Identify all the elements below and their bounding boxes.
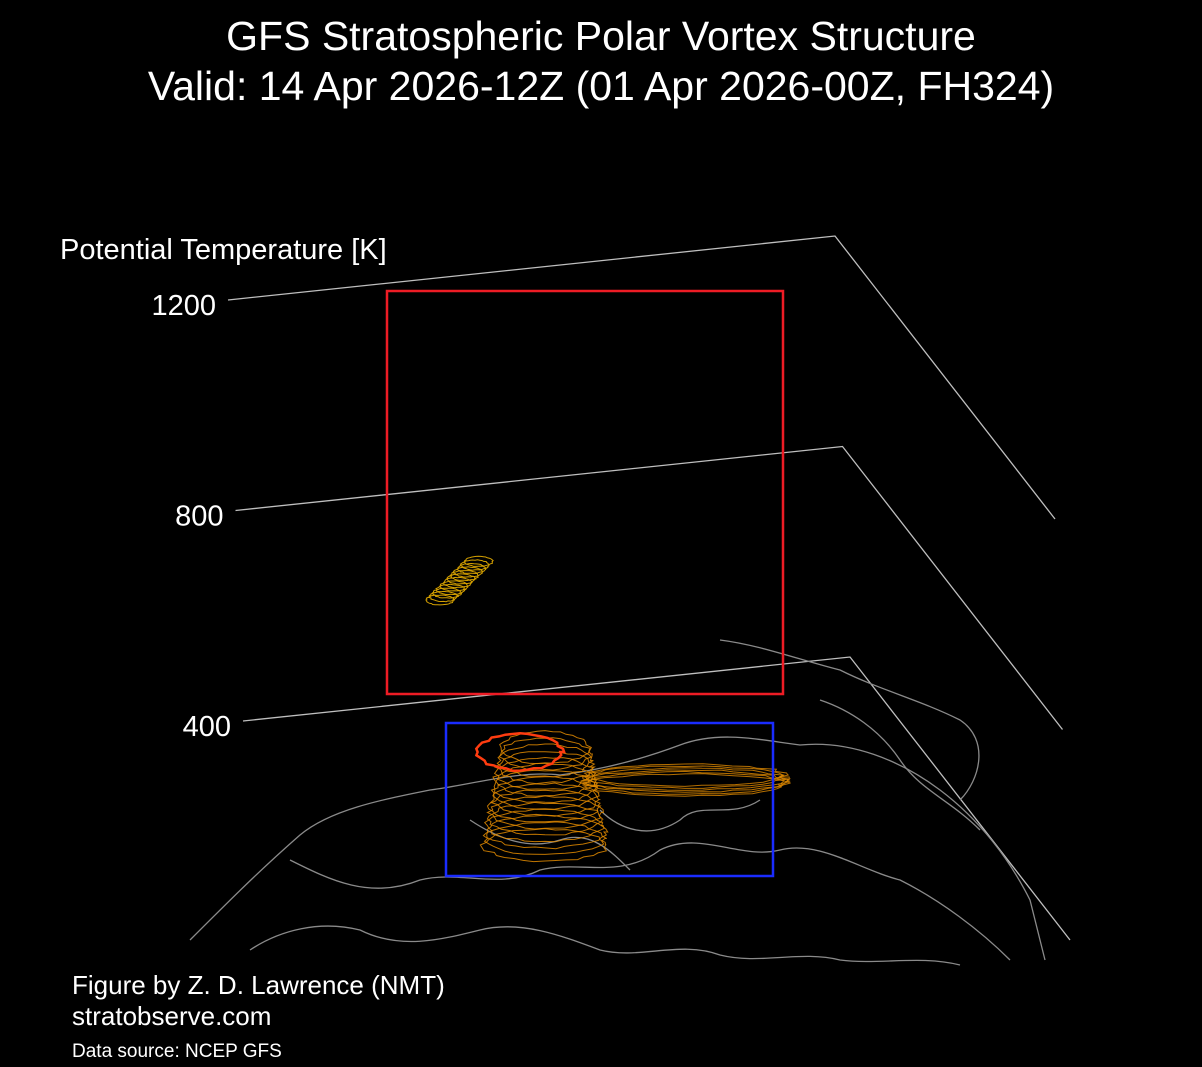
- upper-highlight-box: [385, 289, 785, 696]
- vortex-arm-contour: [581, 767, 791, 791]
- vortex-contour: [499, 730, 592, 765]
- fragment-contour: [443, 576, 473, 589]
- upper-vortex-fragment: [425, 555, 494, 606]
- vortex-top-contour: [474, 731, 566, 772]
- fragment-contour: [456, 562, 487, 575]
- vortex-contour: [482, 821, 607, 855]
- coastlines: [189, 639, 1046, 966]
- vortex-arm-contour: [583, 763, 789, 787]
- fragment-contour: [459, 559, 490, 571]
- chart-title-line2: Valid: 14 Apr 2026-12Z (01 Apr 2026-00Z,…: [147, 63, 1055, 109]
- isentropic-plane-1200: [227, 235, 1056, 520]
- vortex-contour: [486, 814, 609, 850]
- vortex-contour: [483, 808, 605, 843]
- vortex-contour: [493, 769, 599, 804]
- vortex-contour: [489, 782, 602, 817]
- fragment-contour: [449, 570, 480, 582]
- fragment-contour: [452, 566, 484, 578]
- vortex-arm-contour: [582, 773, 786, 797]
- z-axis-label: Potential Temperature [K]: [60, 234, 387, 266]
- vortex-contour: [486, 789, 602, 823]
- z-tick-label: 1200: [151, 290, 216, 322]
- vortex-contour: [486, 801, 604, 836]
- fragment-contour: [435, 583, 467, 596]
- fragment-contour: [428, 590, 459, 603]
- fragment-contour: [464, 555, 494, 567]
- z-tick-label: 400: [183, 711, 231, 743]
- chart-title-line1: GFS Stratospheric Polar Vortex Structure: [226, 13, 976, 59]
- isentropic-plane-400: [242, 656, 1071, 941]
- lower-highlight-box: [444, 721, 775, 878]
- data-source: Data source: NCEP GFS: [72, 1041, 282, 1062]
- vortex-arm-contour: [580, 769, 791, 793]
- fragment-contour: [446, 573, 477, 585]
- vortex-contour: [479, 828, 608, 863]
- vortex-contour: [493, 756, 597, 790]
- vortex-arm-contour: [580, 770, 791, 795]
- fragment-contour: [431, 587, 463, 599]
- figure-credit: Figure by Z. D. Lawrence (NMT): [72, 970, 445, 1000]
- vortex-contour: [498, 737, 593, 771]
- vortex-isosurface: [474, 730, 791, 863]
- vortex-contour: [490, 776, 600, 810]
- vortex-contour: [496, 743, 594, 778]
- z-tick-label: 800: [175, 501, 223, 533]
- fragment-contour: [425, 594, 456, 606]
- fragment-contour: [439, 580, 469, 592]
- website-credit: stratobserve.com: [72, 1001, 272, 1031]
- vortex-contour: [486, 795, 604, 830]
- isentropic-plane-800: [235, 445, 1064, 730]
- vortex-contour: [492, 762, 598, 797]
